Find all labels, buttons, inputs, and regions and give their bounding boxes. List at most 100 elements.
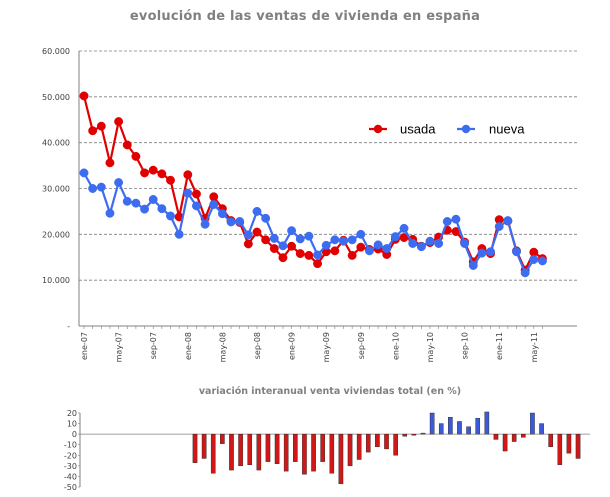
x-tick-label: may-11 <box>530 332 539 362</box>
point-usada <box>183 170 193 180</box>
point-nueva <box>122 196 132 206</box>
point-nueva <box>105 208 115 218</box>
bar-y-tick-label: -40 <box>64 472 77 481</box>
bar-y-tick-label: -50 <box>64 483 77 492</box>
bar <box>384 433 389 450</box>
bar <box>375 433 380 448</box>
point-nueva <box>209 200 219 209</box>
y-tick-label: 30.000 <box>42 185 70 194</box>
point-nueva <box>148 195 158 204</box>
bar <box>356 433 362 460</box>
x-tick-label: ene-07 <box>80 332 89 360</box>
y-tick-label: 60.000 <box>42 47 70 56</box>
x-tick-label: sep-07 <box>149 332 158 359</box>
point-usada <box>330 246 340 256</box>
point-nueva <box>174 229 184 239</box>
point-nueva <box>365 246 374 256</box>
point-nueva <box>373 240 383 250</box>
point-usada <box>313 259 322 269</box>
x-tick-label: ene-08 <box>184 332 193 360</box>
legend-label-nueva: nueva <box>489 122 525 137</box>
bar <box>420 432 426 435</box>
bar <box>293 433 298 462</box>
point-nueva <box>399 223 409 233</box>
bar <box>539 423 544 435</box>
point-nueva <box>217 209 227 219</box>
bar <box>192 433 198 463</box>
x-tick-label: may-10 <box>426 332 435 362</box>
point-usada <box>243 239 253 249</box>
point-nueva <box>200 219 210 229</box>
bar <box>393 433 398 456</box>
point-nueva <box>287 226 297 236</box>
bar-y-tick-label: 10 <box>67 420 77 429</box>
point-nueva <box>494 222 504 231</box>
bar <box>256 433 262 471</box>
y-tick-label: - <box>67 322 70 331</box>
point-nueva <box>347 235 357 245</box>
bar <box>274 433 280 464</box>
x-tick-label: ene-11 <box>495 332 504 360</box>
bar <box>329 433 335 474</box>
point-nueva <box>425 236 435 246</box>
point-nueva <box>408 239 418 248</box>
point-nueva <box>468 261 478 270</box>
point-usada <box>166 175 175 185</box>
point-nueva <box>252 206 262 216</box>
point-usada <box>96 121 106 131</box>
point-nueva <box>339 236 348 246</box>
point-usada <box>79 91 89 101</box>
bar <box>220 433 225 444</box>
bar <box>338 433 344 485</box>
bar-y-tick-label: 0 <box>72 430 77 439</box>
bar <box>229 433 234 471</box>
point-nueva <box>529 255 539 264</box>
chart-title: evolución de las ventas de vivienda en e… <box>129 9 481 24</box>
point-usada <box>287 241 297 251</box>
point-nueva <box>79 168 89 178</box>
point-nueva <box>235 217 245 226</box>
point-usada <box>114 117 124 127</box>
point-nueva <box>503 216 513 226</box>
point-usada <box>140 168 150 178</box>
point-nueva <box>442 217 452 226</box>
point-usada <box>157 169 167 179</box>
point-usada <box>209 192 219 202</box>
bar <box>311 433 316 472</box>
bar-y-tick-label: -10 <box>64 441 77 450</box>
bar-y-tick-label: -20 <box>64 451 77 460</box>
point-nueva <box>390 232 400 242</box>
point-nueva <box>166 211 175 221</box>
point-usada <box>105 158 115 168</box>
bar-y-tick-label: 20 <box>67 409 77 418</box>
point-nueva <box>356 229 366 239</box>
point-nueva <box>416 242 426 252</box>
point-nueva <box>278 241 288 251</box>
y-tick-label: 20.000 <box>42 230 70 239</box>
bar <box>402 433 408 437</box>
bar <box>475 418 481 435</box>
x-tick-label: sep-08 <box>253 332 262 359</box>
point-nueva <box>140 204 150 214</box>
bar <box>265 433 271 462</box>
legend-label-usada: usada <box>400 122 436 137</box>
bar <box>566 433 572 454</box>
point-usada <box>269 244 279 253</box>
bar <box>247 433 253 465</box>
bar <box>575 433 581 459</box>
bar-y-tick-label: -30 <box>64 462 77 471</box>
point-nueva <box>538 256 547 266</box>
point-nueva <box>269 234 279 243</box>
legend-marker-usada <box>373 124 383 134</box>
point-nueva <box>477 248 487 258</box>
point-nueva <box>304 231 314 241</box>
bar <box>429 412 435 435</box>
bar <box>302 433 307 475</box>
bar <box>484 411 490 435</box>
point-usada <box>88 126 98 136</box>
point-nueva <box>486 247 495 257</box>
y-tick-label: 50.000 <box>42 93 70 102</box>
y-tick-label: 10.000 <box>42 276 70 285</box>
bar <box>530 412 535 435</box>
